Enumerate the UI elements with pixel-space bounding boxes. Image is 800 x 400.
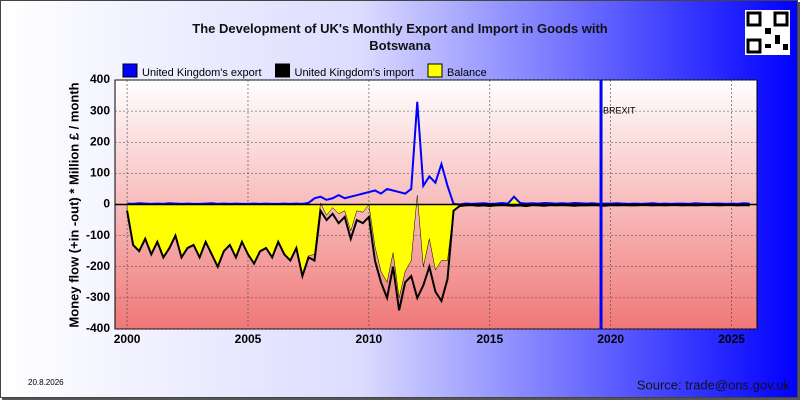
source: Source: trade@ons.gov.uk [637, 377, 791, 392]
shadow [2, 398, 800, 400]
legend-label: United Kingdom's export [142, 67, 262, 79]
y-tick-label: -200 [86, 259, 110, 273]
shadow [798, 2, 800, 400]
y-tick-label: -300 [86, 290, 110, 304]
x-tick-label: 2020 [597, 332, 624, 346]
y-tick-label: -400 [86, 321, 110, 335]
y-axis-label: Money flow (+in -out) * Million £ / mont… [66, 82, 81, 327]
legend-label: United Kingdom's import [295, 67, 415, 79]
y-tick-label: 300 [90, 103, 110, 117]
date: 20.8.2026 [28, 378, 64, 387]
legend-swatch [427, 63, 443, 78]
legend-swatch [275, 63, 290, 78]
legend-label: Balance [447, 67, 487, 79]
x-tick-label: 2005 [235, 332, 262, 346]
qr-code [745, 10, 790, 55]
x-tick-label: 2010 [356, 332, 383, 346]
y-tick-label: 400 [90, 72, 110, 86]
x-tick-label: 2025 [718, 332, 745, 346]
y-tick-label: 200 [90, 134, 110, 148]
legend-swatch [122, 63, 138, 78]
annotation-label: BREXIT [603, 105, 636, 115]
y-tick-label: 0 [103, 197, 110, 211]
y-tick-label: 100 [90, 166, 110, 180]
y-tick-label: -100 [86, 228, 110, 242]
x-tick-label: 2015 [476, 332, 503, 346]
x-tick-label: 2000 [114, 332, 141, 346]
chart-title: The Development of UK's Monthly Export a… [192, 21, 608, 53]
